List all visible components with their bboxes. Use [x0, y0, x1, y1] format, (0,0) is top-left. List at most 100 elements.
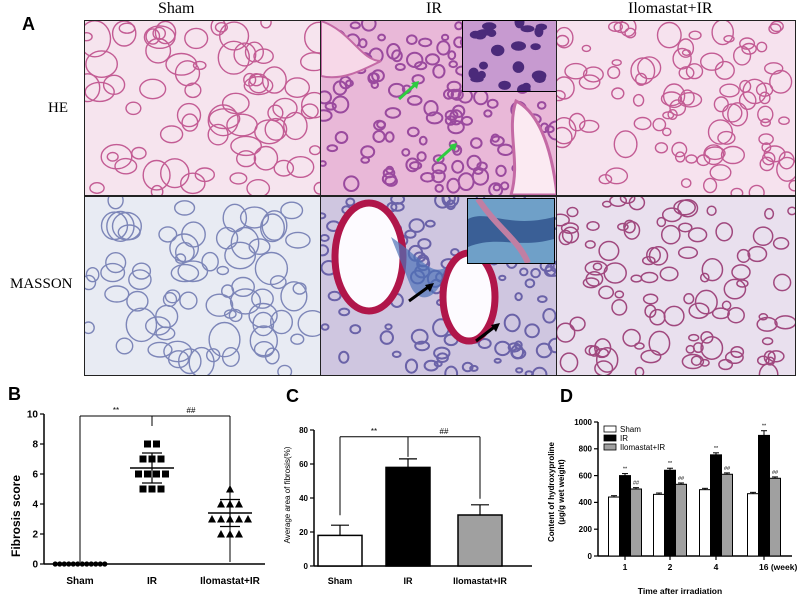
panel-d-bar	[653, 493, 665, 557]
panel-c-y-axis-label: Average area of fibrosis(%)	[283, 446, 292, 543]
panel-b-data-point	[135, 470, 142, 478]
panel-d-significance-mark: ##	[724, 466, 731, 472]
panel-b-y-tick-label: 6	[32, 470, 38, 481]
panel-c-letter: C	[286, 386, 299, 406]
row-label-masson: MASSON	[10, 276, 73, 292]
masson-ilomastat-micrograph	[556, 196, 796, 376]
panel-c-significance-label: **	[371, 427, 377, 436]
panel-d-x-axis-label: Time after irradiation	[638, 586, 722, 596]
row-label-he: HE	[48, 100, 68, 116]
he-sham-micrograph	[84, 20, 322, 196]
panel-c-y-tick-label: 20	[299, 528, 308, 537]
panel-d-bar	[699, 489, 711, 557]
panel-d-bar	[608, 496, 620, 557]
panel-d-y-tick-label: 600	[579, 471, 593, 480]
panel-d-legend-label: Sham	[620, 425, 641, 434]
panel-b-y-tick-label: 8	[32, 440, 38, 451]
panel-d-bar	[664, 469, 676, 557]
panel-b-x-tick-label: Sham	[66, 576, 93, 587]
panel-b-data-point	[52, 561, 58, 567]
panel-d-y-tick-label: 1000	[574, 418, 592, 427]
panel-b-x-tick-label: IR	[147, 576, 158, 587]
column-header-ir: IR	[426, 0, 442, 17]
panel-d-legend-swatch	[603, 425, 617, 433]
panel-b-scatter-chart: Fibrosis score 0 2 4 6 8 10 Sham IR Ilomastat+IR…	[9, 406, 265, 587]
panel-c-bar	[457, 514, 503, 567]
panel-d-y-axis-label: Content of hydroxyproline	[547, 441, 556, 542]
panel-d-bar	[630, 488, 642, 557]
panel-b-data-point	[208, 515, 216, 523]
panel-c-y-tick-label: 80	[299, 426, 308, 435]
panel-b-data-point	[235, 500, 243, 508]
panel-b-data-point	[217, 500, 225, 508]
panel-d-significance-mark: **	[623, 467, 628, 473]
panel-c-x-tick-label: IR	[404, 576, 414, 586]
panel-d-legend-swatch	[603, 443, 617, 451]
panel-d-x-tick-label: 2	[668, 562, 673, 572]
he-ilomastat-micrograph	[556, 20, 796, 196]
panel-d-y-tick-label: 800	[579, 445, 593, 454]
panel-d-significance-mark: **	[714, 446, 719, 452]
panel-c-bar	[317, 534, 363, 567]
column-header-ilomastat-ir: Ilomastat+IR	[628, 0, 713, 17]
panel-d-bar-chart: Content of hydroxyproline (μg/g wet weig…	[547, 418, 797, 596]
panel-b-data-point	[235, 515, 243, 523]
panel-c-x-tick-label: Sham	[328, 576, 353, 586]
panel-b-data-point	[157, 485, 165, 493]
panel-b-y-tick-label: 4	[32, 500, 38, 511]
panel-b-letter: B	[8, 384, 21, 404]
panel-b-data-point	[217, 515, 225, 523]
panel-b-data-point	[235, 530, 243, 538]
panel-b-y-tick-label: 0	[32, 560, 38, 571]
masson-sham-micrograph	[84, 196, 322, 376]
panel-d-letter: D	[560, 386, 573, 406]
panel-d-legend-label: Ilomastat+IR	[620, 443, 665, 452]
panel-b-data-point	[144, 470, 151, 478]
panel-b-data-point	[139, 455, 147, 463]
panel-b-data-point	[244, 515, 252, 523]
panel-d-y-axis-label-units: (μg/g wet weight)	[557, 459, 566, 525]
panel-d-bar	[758, 434, 770, 557]
panel-d-bar	[619, 475, 631, 557]
panel-b-y-tick-label: 10	[27, 410, 39, 421]
panel-c-y-tick-label: 40	[299, 494, 308, 503]
panel-b-y-tick-label: 2	[32, 530, 38, 541]
column-header-sham: Sham	[158, 0, 195, 17]
panel-d-x-tick-label: 4	[714, 562, 719, 572]
panel-d-x-tick-label: 16 (week)	[759, 562, 797, 572]
panel-b-data-point	[157, 455, 165, 463]
panel-b-significance-label: ##	[187, 406, 196, 415]
he-ir-inset-micrograph	[462, 20, 557, 92]
panel-d-significance-mark: ##	[678, 476, 685, 482]
panel-d-y-tick-label: 0	[588, 552, 593, 561]
panel-b-significance-label: **	[113, 406, 119, 415]
panel-d-bar	[675, 483, 687, 557]
panel-b-data-point	[102, 561, 108, 567]
panel-b-data-point	[144, 440, 151, 448]
panel-b-data-point	[139, 485, 147, 493]
panel-b-data-point	[162, 470, 169, 478]
panel-c-bar-chart: Average area of fibrosis(%) 0 20 40 60 80 Sha…	[283, 426, 532, 586]
panel-c-y-tick-label: 0	[304, 562, 309, 571]
panel-d-x-tick-label: 1	[623, 562, 628, 572]
panel-b-x-tick-label: Ilomastat+IR	[200, 576, 261, 587]
panel-d-significance-mark: ##	[772, 470, 779, 476]
panel-c-bar	[385, 466, 431, 567]
panel-c-significance-label: ##	[440, 427, 449, 436]
panel-b-data-point	[153, 440, 160, 448]
panel-a-letter: A	[22, 14, 35, 34]
panel-b-data-point	[148, 485, 156, 493]
panel-d-significance-mark: **	[668, 461, 673, 467]
masson-ir-inset-micrograph	[467, 198, 555, 264]
panel-c-y-tick-label: 60	[299, 460, 308, 469]
panel-d-y-tick-label: 400	[579, 498, 593, 507]
panel-c-x-tick-label: Ilomastat+IR	[453, 576, 507, 586]
panel-b-data-point	[217, 530, 225, 538]
panel-d-legend-label: IR	[620, 434, 628, 443]
panel-b-y-axis-label: Fibrosis score	[9, 475, 23, 557]
panel-d-significance-mark: **	[762, 424, 767, 430]
panel-b-data-point	[153, 470, 160, 478]
panel-d-bar	[747, 493, 759, 557]
panel-d-bar	[769, 477, 781, 557]
panel-d-bar	[721, 473, 733, 557]
